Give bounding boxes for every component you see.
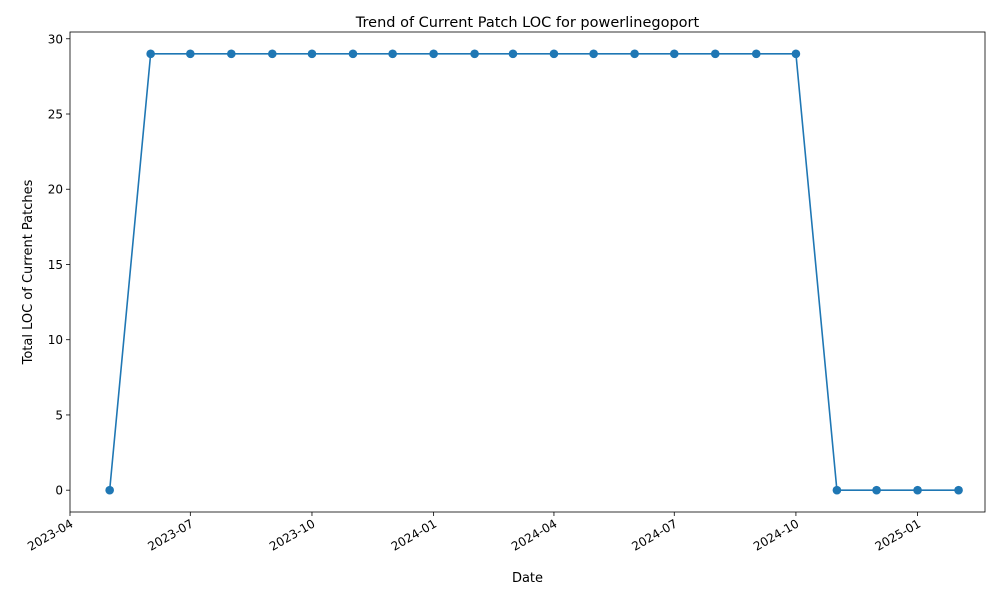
y-axis-label: Total LOC of Current Patches [21,179,36,365]
y-tick-label: 25 [48,108,63,122]
data-point-marker [549,49,559,59]
y-axis: 0 5 10 15 20 25 30 [48,32,70,498]
data-point-marker [630,49,639,59]
y-tick-label: 30 [48,32,63,46]
data-point-marker [268,49,277,59]
data-point-marker [186,49,195,59]
data-point-marker [348,49,358,59]
data-point-marker [508,49,518,59]
data-point-marker [307,49,317,59]
series-group [105,49,963,495]
data-point-marker [227,49,236,59]
y-tick-label: 15 [48,258,63,272]
series-line [108,53,959,491]
data-point-marker [791,49,801,59]
data-point-marker [429,49,438,59]
data-point-marker [105,485,114,495]
data-point-marker [832,485,842,495]
x-axis-label: Date [512,571,543,586]
chart-title: Trend of Current Patch LOC for powerline… [355,15,700,31]
data-point-marker [470,49,479,59]
y-tick-label: 5 [55,408,63,422]
data-point-marker [146,49,155,59]
y-tick-label: 0 [55,484,63,498]
data-point-marker [954,485,963,495]
y-tick-label: 10 [48,333,63,347]
data-point-marker [751,49,761,59]
data-point-marker [872,485,881,495]
data-point-marker [710,49,720,59]
data-point-marker [913,485,922,495]
y-tick-label: 20 [48,183,63,197]
data-point-marker [589,49,598,59]
plot-frame [69,31,986,513]
data-point-marker [388,49,397,59]
data-point-marker [669,49,679,59]
